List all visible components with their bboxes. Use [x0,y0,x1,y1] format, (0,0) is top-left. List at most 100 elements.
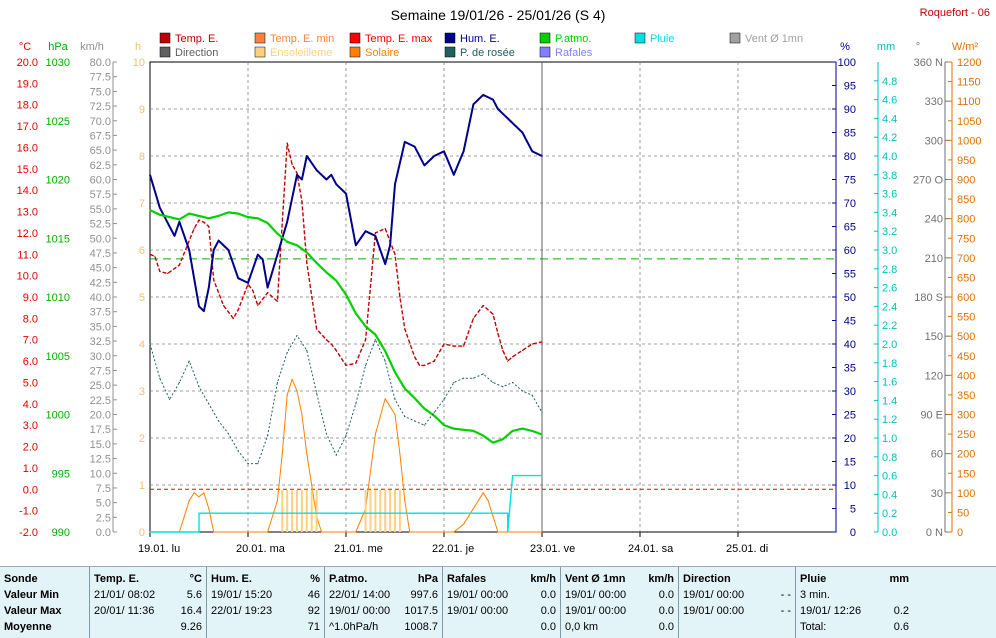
stats-hum-row: 22/01/ 19:23 92 [211,603,320,619]
data-point [521,390,524,392]
data-point [183,515,185,517]
data-point [227,433,229,435]
data-point [325,339,327,341]
stats-value: - - [780,589,791,601]
stats-sonde-title: Sonde [4,573,38,585]
data-point [492,515,494,517]
rain-tick-label: 3.8 [882,170,897,182]
legend-label: Direction [175,47,218,59]
temp-tick-label: 3.0 [23,420,38,432]
sunshine-bar [398,489,401,532]
stats-direction-row: 19/01/ 00:00 - - [683,603,791,619]
solar-axis-unit: W/m² [952,41,979,53]
data-point [149,209,151,211]
legend-swatch [539,46,551,58]
stats-date: 19/01/ 00:00 [447,605,509,617]
stats-value: 0.0 [658,605,674,617]
humidity-tick-label: 40 [844,339,856,351]
stats-date: 3 min. [800,589,830,601]
data-point [443,398,445,401]
data-point [521,349,524,352]
solar-tick-label: 400 [957,370,975,382]
temp-tick-label: -1.0 [19,506,38,518]
data-point [365,364,367,366]
rain-tick-label: 4.0 [882,151,897,163]
rain-tick-label: 1.4 [882,395,897,407]
data-point [404,416,406,418]
data-point [492,381,494,384]
humidity-tick-label: 10 [844,480,856,492]
data-point [384,350,386,352]
stats-unit: km/h [530,573,556,585]
data-point [276,232,278,235]
rain-tick-label: 0.8 [882,452,897,464]
direction-tick-label: 0 N [926,527,943,539]
direction-axis-unit: ° [916,41,920,53]
data-point [389,244,391,246]
stats-row-label: Valeur Min [4,589,60,601]
legend-label: Temp. E. max [365,33,433,45]
data-point [541,531,543,533]
data-point [178,264,180,266]
stats-patmo-row: 19/01/ 00:00 1017.5 [329,603,438,619]
data-point [167,272,169,275]
stats-pluie-row: Total: 0.6 [800,619,909,635]
rain-tick-label: 3.0 [882,245,897,257]
wind-axis-unit: km/h [80,41,104,53]
data-point [443,150,445,152]
legend-label: P. de rosée [460,47,515,59]
data-point [345,435,347,437]
data-point [374,232,376,234]
stats-value: 71 [307,621,320,633]
stats-date: 19/01/ 00:00 [565,605,627,617]
pressure-tick-label: 990 [52,527,70,539]
data-point [276,381,278,384]
data-point [482,94,484,96]
data-point [320,174,323,176]
sunshine-bar [296,489,298,532]
chart-grid [149,61,837,533]
wind-tick-label: 62.5 [90,160,111,172]
rain-tick-label: 1.8 [882,358,897,370]
data-point [237,450,239,452]
data-point [301,178,303,181]
data-point [502,386,504,388]
stats-temp-title: Temp. E. °C [94,571,202,587]
stats-col-temp: Temp. E. °C 21/01/ 08:02 5.6 20/01/ 11:36 16.… [89,567,206,638]
data-point [399,453,401,455]
data-point [541,411,543,413]
data-point [414,146,416,148]
x-tick-label: 22.01. je [432,543,474,555]
data-point [472,103,474,105]
data-point [394,253,396,255]
direction-tick-label: 210 [925,253,943,265]
humidity-tick-label: 50 [844,292,856,304]
data-point [178,218,180,221]
wind-tick-label: 25.0 [90,380,111,392]
data-point [325,178,327,181]
temp-tick-label: 4.0 [23,399,38,411]
stats-title: Temp. E. [94,573,140,585]
stats-date: ^1.0hPa/h [329,621,379,633]
stats-rafales-row: 0.0 [447,619,556,635]
data-point [365,339,367,341]
rain-tick-label: 2.2 [882,320,897,332]
legend-label: Pluie [650,33,674,45]
data-point [286,142,288,144]
wind-tick-label: 30.0 [90,351,111,363]
humidity-tick-label: 55 [844,269,856,281]
legend-label: Rafales [555,47,593,59]
data-point [414,356,416,358]
temp-tick-label: 12.0 [17,228,38,240]
rain-tick-label: 2.0 [882,339,897,351]
data-point [335,349,337,352]
humidity-tick-label: 60 [844,245,856,257]
stats-pluie-row: 19/01/ 12:26 0.2 [800,603,909,619]
data-point [316,328,318,330]
data-point [345,193,347,195]
data-point [404,328,406,330]
data-point [502,349,504,352]
data-point [502,438,504,440]
data-point [409,531,411,533]
stats-unit: °C [189,573,202,585]
